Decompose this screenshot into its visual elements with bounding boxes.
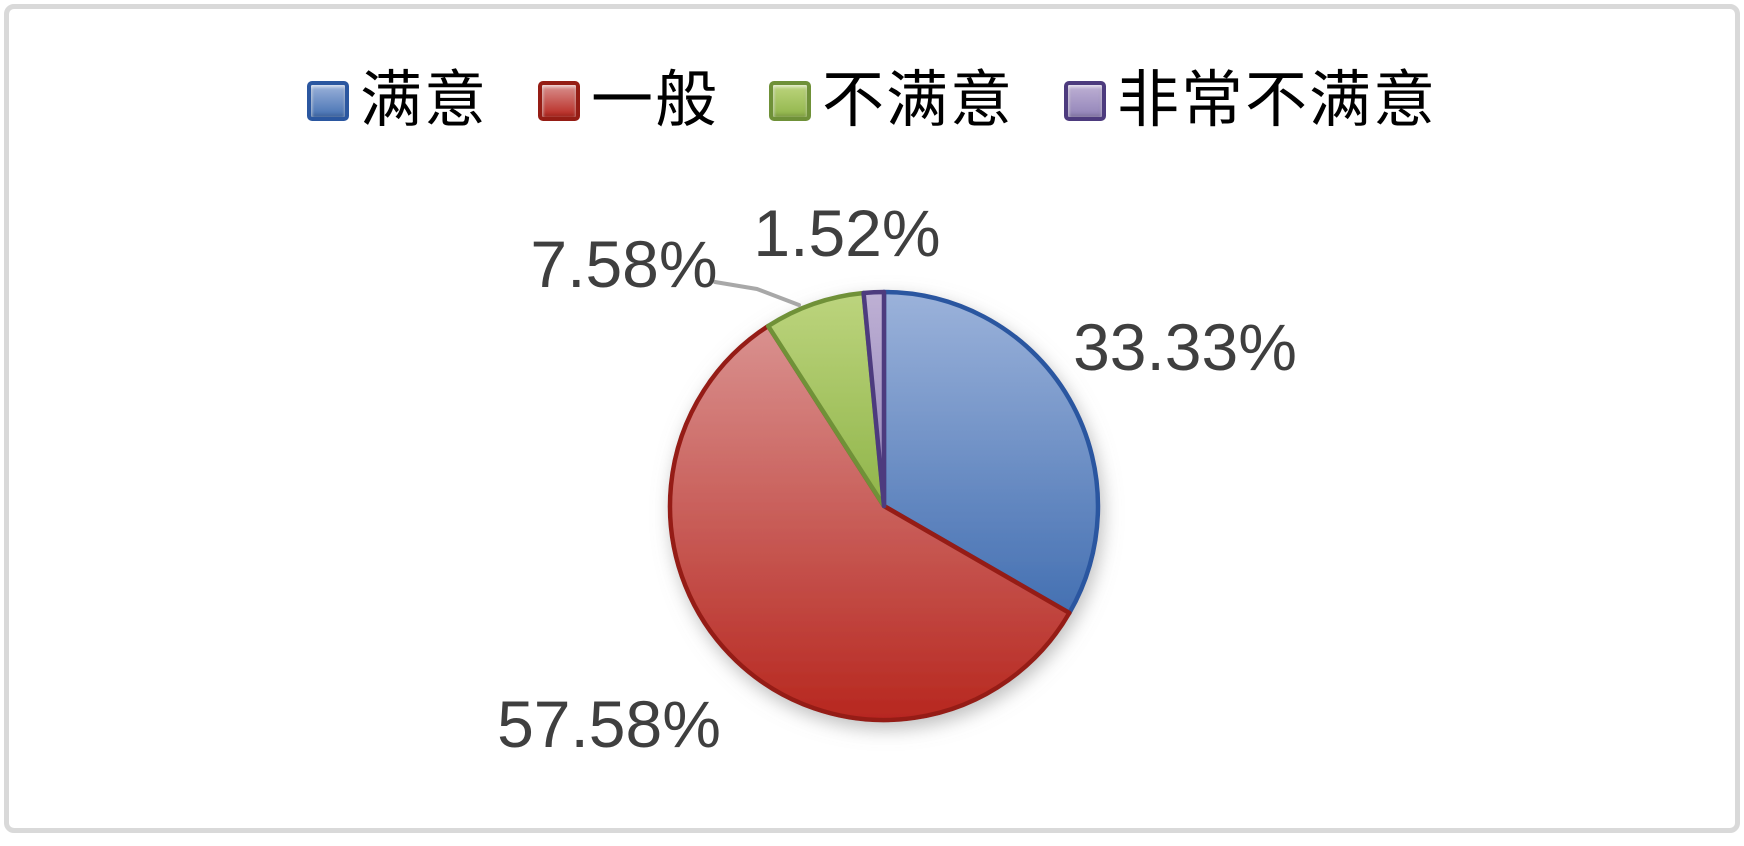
- data-label-不满意: 7.58%: [530, 227, 717, 301]
- chart-frame: 满意一般不满意非常不满意 33.33%57.58%7.58%1.52%: [4, 4, 1740, 833]
- data-label-满意: 33.33%: [1073, 310, 1297, 384]
- data-label-一般: 57.58%: [497, 687, 721, 761]
- pie-chart: 33.33% 57.58% 7.58% 1.52%: [9, 9, 1744, 846]
- pie-slices: [670, 292, 1098, 720]
- leader-line-不满意: [715, 282, 799, 305]
- data-label-非常不满意: 1.52%: [753, 196, 940, 270]
